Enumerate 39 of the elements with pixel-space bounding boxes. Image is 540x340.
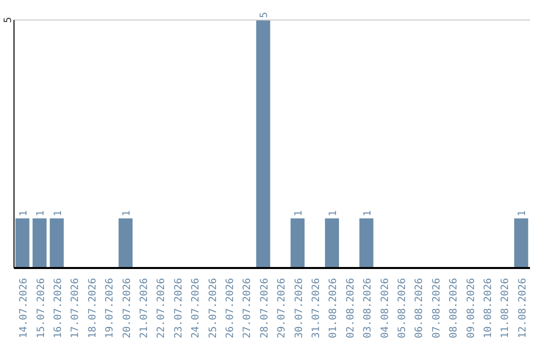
x-tick-label: 23.07.2026	[173, 278, 184, 338]
x-tick-label: 08.08.2026	[448, 278, 460, 338]
x-tick-label: 15.07.2026	[36, 278, 47, 338]
x-tick-label: 31.07.2026	[311, 278, 322, 338]
x-tick-label: 22.07.2026	[156, 278, 168, 338]
x-tick-label: 18.07.2026	[87, 278, 98, 338]
x-tick-label: 19.07.2026	[104, 278, 116, 338]
x-tick-label: 02.08.2026	[345, 278, 356, 338]
x-tick-label: 12.08.2026	[517, 278, 528, 338]
x-tick-label: 03.08.2026	[362, 278, 374, 338]
data-label: 1	[18, 210, 30, 216]
x-tick-label: 29.07.2026	[276, 278, 288, 338]
x-tick-label: 04.08.2026	[380, 278, 391, 338]
x-tick-label: 11.08.2026	[500, 278, 512, 338]
data-label: 1	[328, 210, 339, 216]
data-label: 1	[294, 210, 305, 216]
x-tick-label: 05.08.2026	[397, 278, 408, 338]
x-tick-label: 26.07.2026	[225, 278, 236, 338]
x-tick-label: 25.07.2026	[208, 278, 219, 338]
x-tick-label: 16.07.2026	[53, 278, 64, 338]
x-tick-label: 17.07.2026	[70, 278, 82, 338]
x-tick-label: 24.07.2026	[190, 278, 202, 338]
x-tick-label: 20.07.2026	[122, 278, 133, 338]
data-label: 1	[36, 210, 47, 216]
x-tick-label: 09.08.2026	[466, 278, 477, 338]
x-tick-label: 10.08.2026	[483, 278, 494, 338]
x-tick-label: 30.07.2026	[294, 278, 305, 338]
x-tick-label: 28.07.2026	[259, 278, 270, 338]
data-label: 5	[259, 12, 270, 18]
x-tick-label: 06.08.2026	[414, 278, 426, 338]
x-tick-label: 14.07.2026	[18, 278, 30, 338]
data-label: 1	[362, 210, 374, 216]
data-label: 1	[122, 210, 133, 216]
data-label: 1	[517, 210, 528, 216]
x-tick-label: 21.07.2026	[139, 278, 150, 338]
data-label: 1	[52, 210, 64, 216]
x-tick-label: 27.07.2026	[242, 278, 254, 338]
x-tick-label: 07.08.2026	[431, 278, 442, 338]
x-tick-label: 01.08.2026	[328, 278, 340, 338]
